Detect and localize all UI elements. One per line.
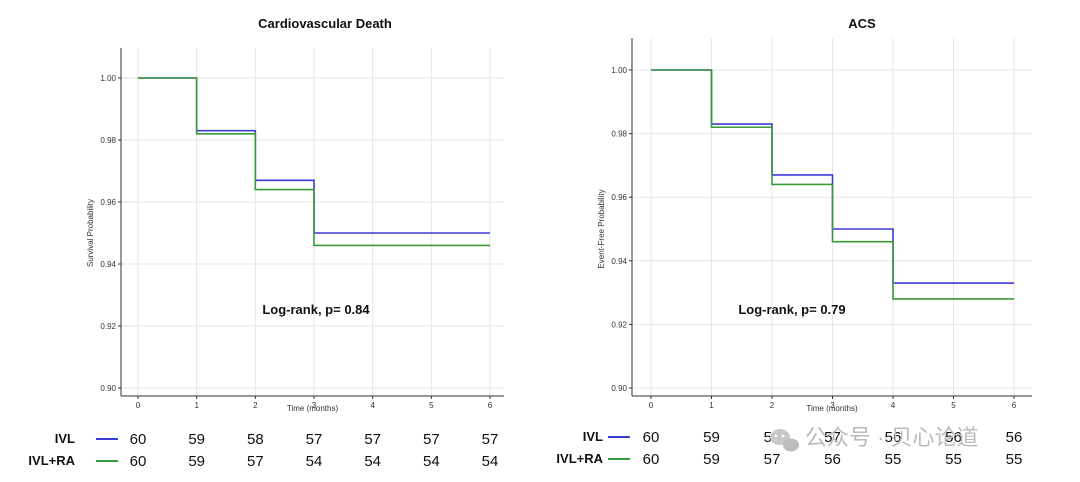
risk-count: 60 xyxy=(643,451,660,468)
risk-count: 59 xyxy=(188,453,205,470)
risk-count: 57 xyxy=(364,431,381,448)
risk-row-label: IVL xyxy=(55,431,75,446)
risk-count: 60 xyxy=(130,431,147,448)
y-tick-label: 0.92 xyxy=(611,320,627,329)
risk-count: 59 xyxy=(188,431,205,448)
log-rank-annotation: Log-rank, p= 0.79 xyxy=(738,302,845,317)
chart-0: 0 1 2 3 4 5 6 0.90 0.92 0.94 0.96 0.98 1.00 Cardiovas… xyxy=(28,16,504,470)
risk-count: 57 xyxy=(423,431,440,448)
x-tick-label: 5 xyxy=(951,401,956,410)
x-tick-label: 0 xyxy=(136,401,141,410)
x-tick-label: 3 xyxy=(312,401,317,410)
risk-count: 54 xyxy=(306,453,323,470)
risk-count: 57 xyxy=(306,431,323,448)
y-tick-label: 0.90 xyxy=(100,384,116,393)
y-tick-label: 0.94 xyxy=(100,260,116,269)
risk-count: 54 xyxy=(364,453,381,470)
y-tick-label: 0.98 xyxy=(100,136,116,145)
chart-title: ACS xyxy=(848,16,876,31)
x-tick-label: 2 xyxy=(253,401,258,410)
risk-count: 60 xyxy=(643,429,660,446)
charts-layer: 0 1 2 3 4 5 60.900.920.940.960.981.00Cardiovas… xyxy=(28,16,1032,470)
risk-count: 59 xyxy=(703,451,720,468)
y-tick-label: 0.96 xyxy=(611,193,627,202)
risk-count: 56 xyxy=(945,429,962,446)
y-axis-label: Event-Free Probability xyxy=(597,189,606,268)
x-tick-label: 1 xyxy=(709,401,714,410)
y-tick-label: 1.00 xyxy=(100,74,116,83)
risk-count: 60 xyxy=(130,453,147,470)
y-tick-label: 0.92 xyxy=(100,322,116,331)
x-tick-label: 0 xyxy=(649,401,654,410)
wechat-icon xyxy=(770,429,799,452)
y-tick-label: 0.96 xyxy=(100,198,116,207)
y-tick-label: 0.98 xyxy=(611,130,627,139)
y-axis-label: Survival Probability xyxy=(86,199,95,267)
x-tick-label: 4 xyxy=(891,401,896,410)
watermark-text: 公众号 · 贝心论道 xyxy=(805,425,979,450)
risk-count: 56 xyxy=(885,429,902,446)
risk-row-label: IVL+RA xyxy=(28,453,75,468)
risk-count: 54 xyxy=(482,453,499,470)
log-rank-annotation: Log-rank, p= 0.84 xyxy=(262,302,370,317)
y-tick-label: 0.90 xyxy=(611,384,627,393)
risk-count: 58 xyxy=(247,431,264,448)
risk-row-label: IVL xyxy=(583,429,603,444)
risk-count: 57 xyxy=(764,451,781,468)
x-tick-label: 3 xyxy=(830,401,835,410)
x-axis-label: Time (months) xyxy=(806,404,858,413)
x-tick-label: 1 xyxy=(194,401,199,410)
risk-count: 55 xyxy=(885,451,902,468)
x-tick-label: 6 xyxy=(1012,401,1017,410)
risk-count: 54 xyxy=(423,453,440,470)
series-line-ivl-ra xyxy=(651,69,1014,300)
x-tick-label: 2 xyxy=(770,401,775,410)
risk-count: 57 xyxy=(482,431,499,448)
y-tick-label: 0.94 xyxy=(611,257,627,266)
x-tick-label: 5 xyxy=(429,401,434,410)
risk-count: 56 xyxy=(1006,429,1023,446)
y-tick-label: 1.00 xyxy=(611,66,627,75)
x-axis-label: Time (months) xyxy=(287,404,339,413)
risk-count: 55 xyxy=(1006,451,1023,468)
risk-count: 56 xyxy=(824,451,841,468)
risk-count: 57 xyxy=(247,453,264,470)
risk-row-label: IVL+RA xyxy=(556,451,603,466)
x-tick-label: 4 xyxy=(370,401,375,410)
series-line-ivl-ra xyxy=(138,77,490,247)
chart-title: Cardiovascular Death xyxy=(258,16,392,31)
risk-count: 55 xyxy=(945,451,962,468)
risk-count: 59 xyxy=(703,429,720,446)
x-tick-label: 6 xyxy=(488,401,493,410)
risk-count: 57 xyxy=(824,429,841,446)
